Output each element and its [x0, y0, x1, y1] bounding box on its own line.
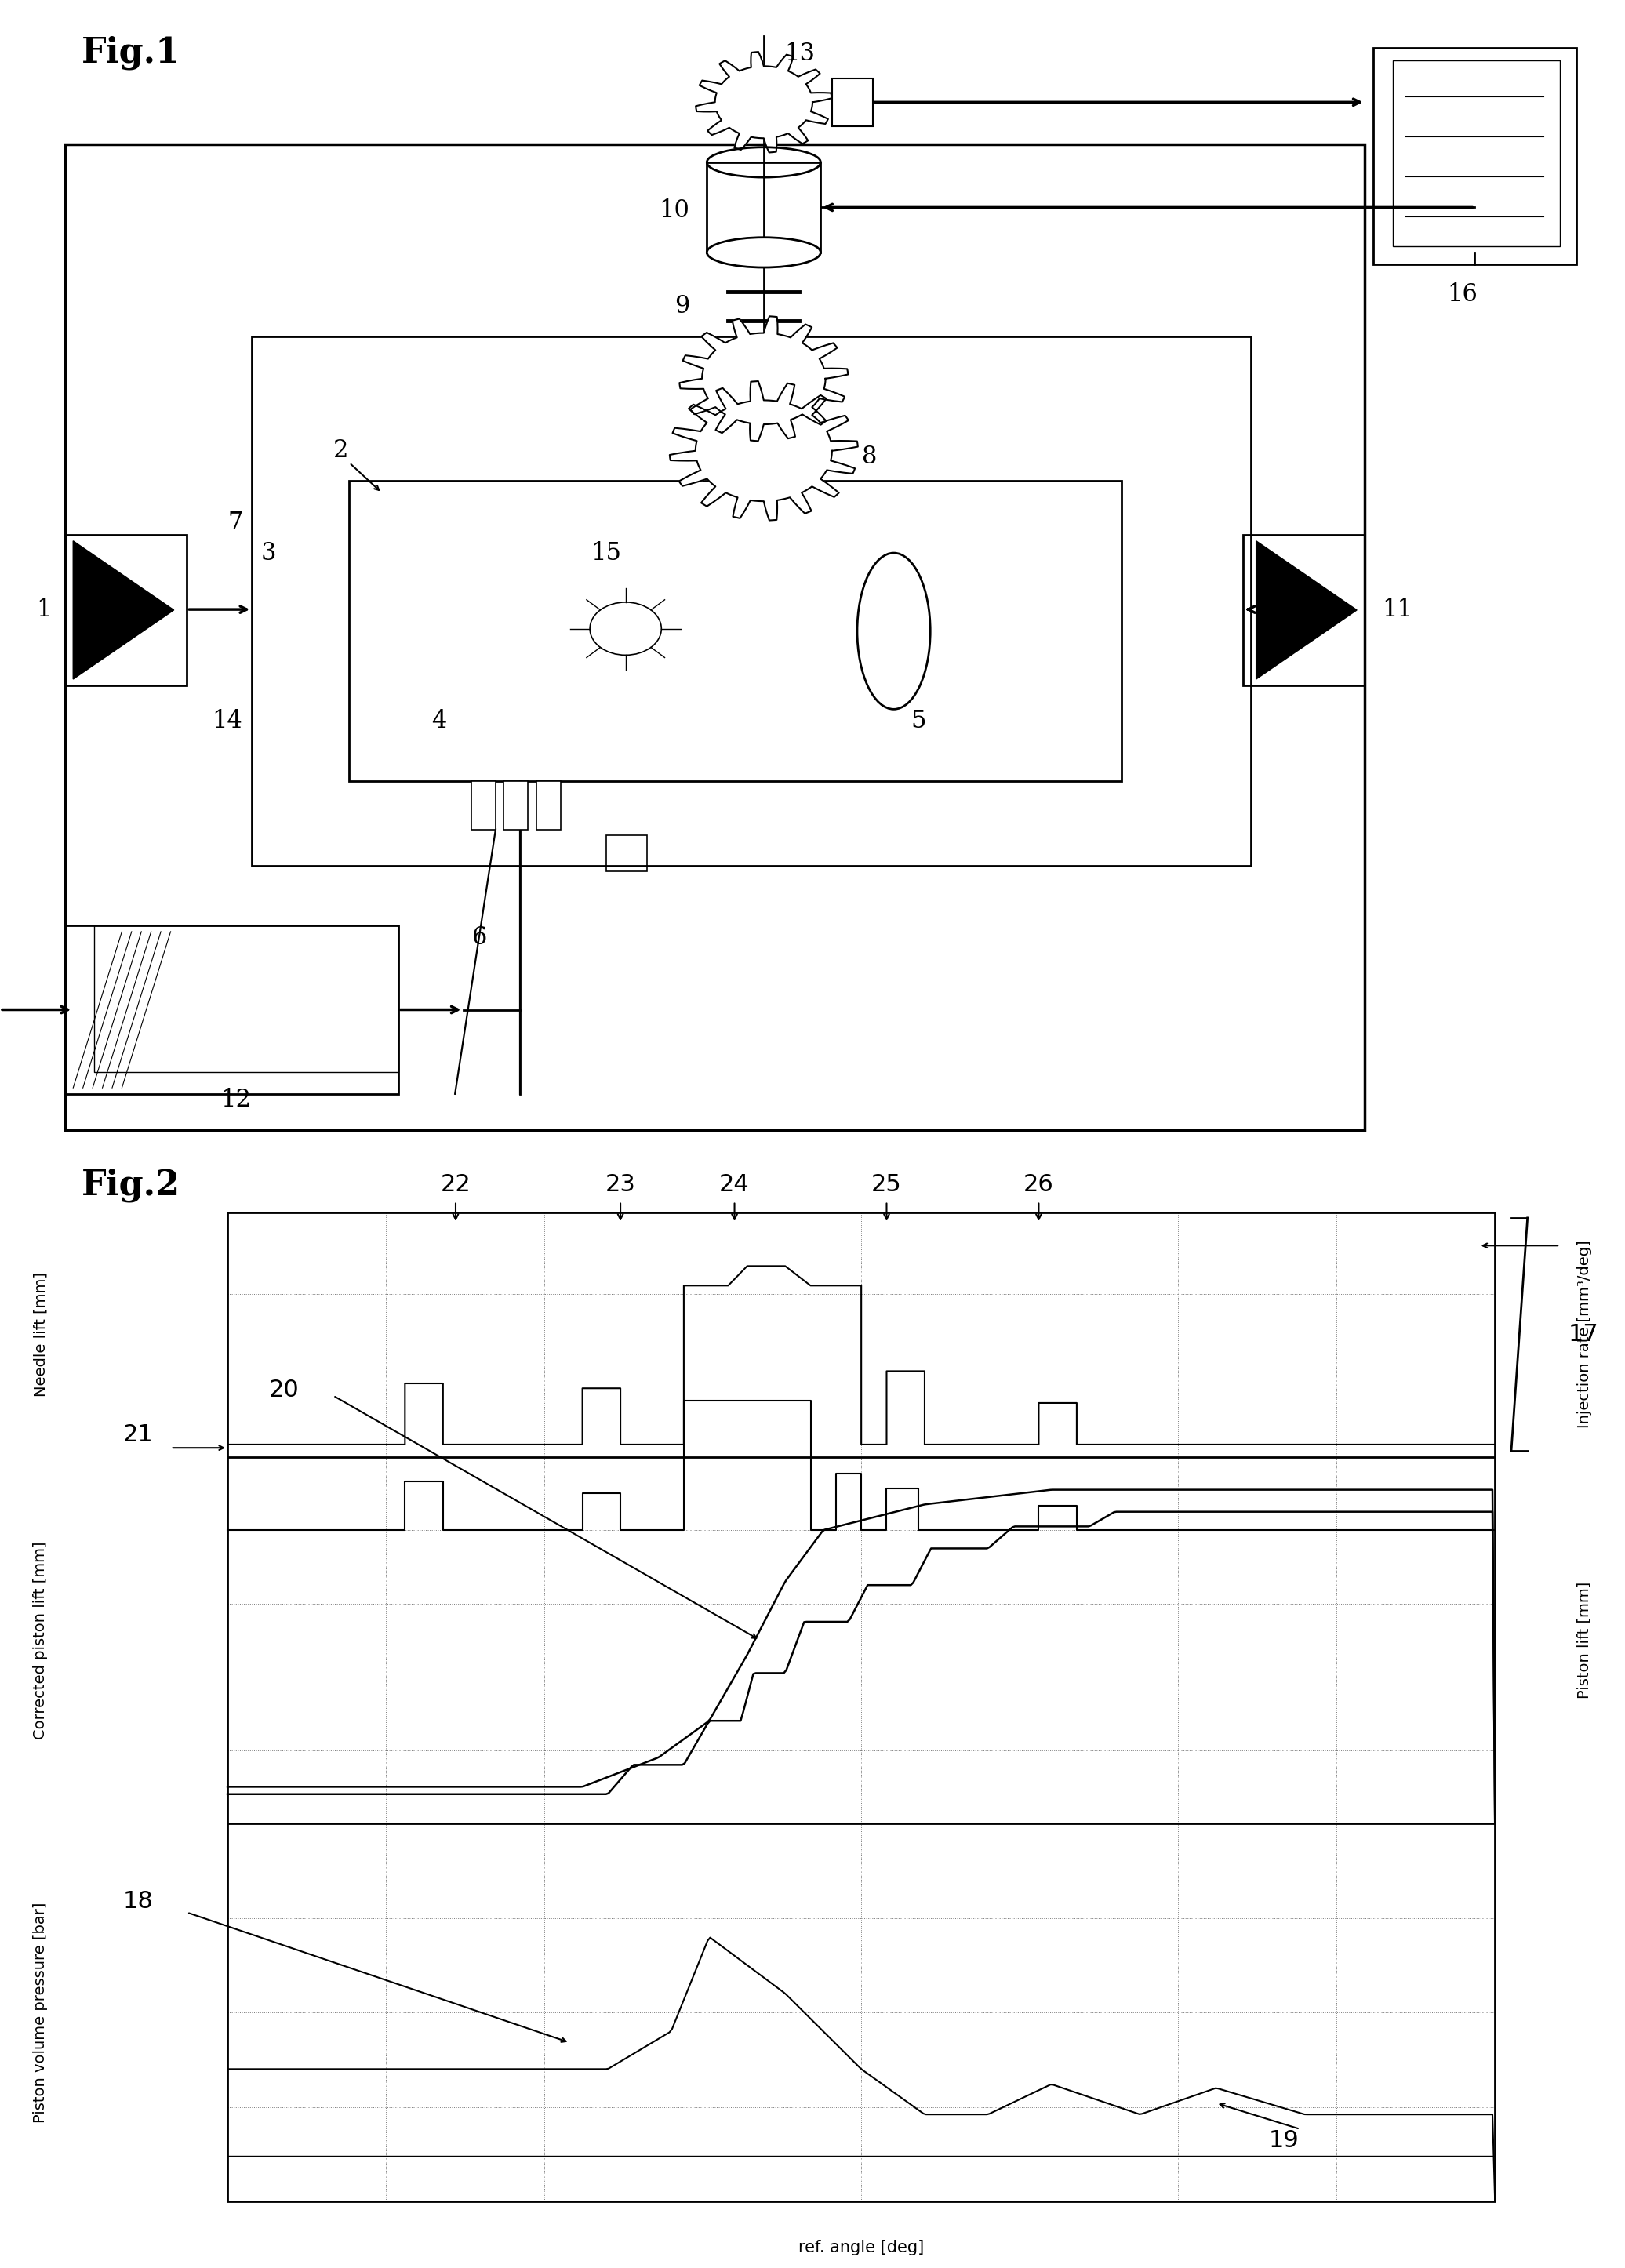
Text: Needle lift [mm]: Needle lift [mm]	[32, 1272, 49, 1397]
Bar	[504, 780, 528, 830]
Text: 16: 16	[1448, 281, 1477, 306]
Polygon shape	[696, 52, 832, 152]
Text: 12: 12	[221, 1089, 250, 1111]
Text: 4: 4	[431, 710, 447, 733]
Text: 6: 6	[471, 925, 488, 950]
Text: Piston volume pressure [bar]: Piston volume pressure [bar]	[32, 1903, 49, 2123]
Ellipse shape	[707, 238, 821, 268]
Bar	[1373, 48, 1576, 265]
Bar	[832, 77, 873, 127]
Bar	[65, 535, 187, 685]
Text: 8: 8	[861, 445, 878, 469]
Polygon shape	[73, 542, 174, 678]
Text: Fig.1: Fig.1	[81, 36, 180, 70]
Text: 15: 15	[592, 540, 621, 565]
Bar	[349, 481, 1121, 780]
Text: 2: 2	[333, 438, 349, 463]
Bar	[65, 145, 1365, 1129]
Text: 26: 26	[1024, 1173, 1055, 1195]
Polygon shape	[670, 381, 858, 519]
Text: 23: 23	[604, 1173, 635, 1195]
Text: Fig.2: Fig.2	[81, 1168, 180, 1202]
Bar	[536, 780, 561, 830]
Bar	[1243, 535, 1365, 685]
Bar	[471, 780, 496, 830]
Text: ref. angle [deg]: ref. angle [deg]	[798, 2241, 925, 2257]
Polygon shape	[1256, 542, 1357, 678]
Text: 7: 7	[228, 510, 244, 535]
Text: 25: 25	[871, 1173, 902, 1195]
Bar	[1393, 59, 1560, 247]
Text: 21: 21	[124, 1422, 153, 1447]
Text: 17: 17	[1568, 1322, 1599, 1345]
Text: 24: 24	[720, 1173, 749, 1195]
Text: 1: 1	[36, 596, 52, 621]
Text: 11: 11	[1383, 596, 1412, 621]
Text: 14: 14	[213, 710, 242, 733]
Bar	[252, 336, 1251, 866]
Polygon shape	[679, 315, 848, 440]
Text: 22: 22	[440, 1173, 471, 1195]
Bar	[228, 1213, 1495, 2202]
Text: 20: 20	[270, 1379, 299, 1402]
Text: Piston lift [mm]: Piston lift [mm]	[1576, 1581, 1592, 1699]
Bar	[606, 835, 647, 871]
Text: 3: 3	[260, 540, 276, 565]
Text: 10: 10	[660, 197, 689, 222]
Text: 13: 13	[785, 41, 814, 66]
Text: 9: 9	[674, 295, 691, 320]
Text: 18: 18	[124, 1889, 153, 1912]
Text: 19: 19	[1269, 2130, 1298, 2152]
Text: Corrected piston lift [mm]: Corrected piston lift [mm]	[32, 1540, 49, 1740]
Bar	[65, 925, 398, 1093]
Bar	[707, 163, 821, 252]
Text: 5: 5	[910, 710, 926, 733]
Bar	[94, 925, 398, 1073]
Text: Injection rate [mm³/deg]: Injection rate [mm³/deg]	[1576, 1241, 1592, 1429]
